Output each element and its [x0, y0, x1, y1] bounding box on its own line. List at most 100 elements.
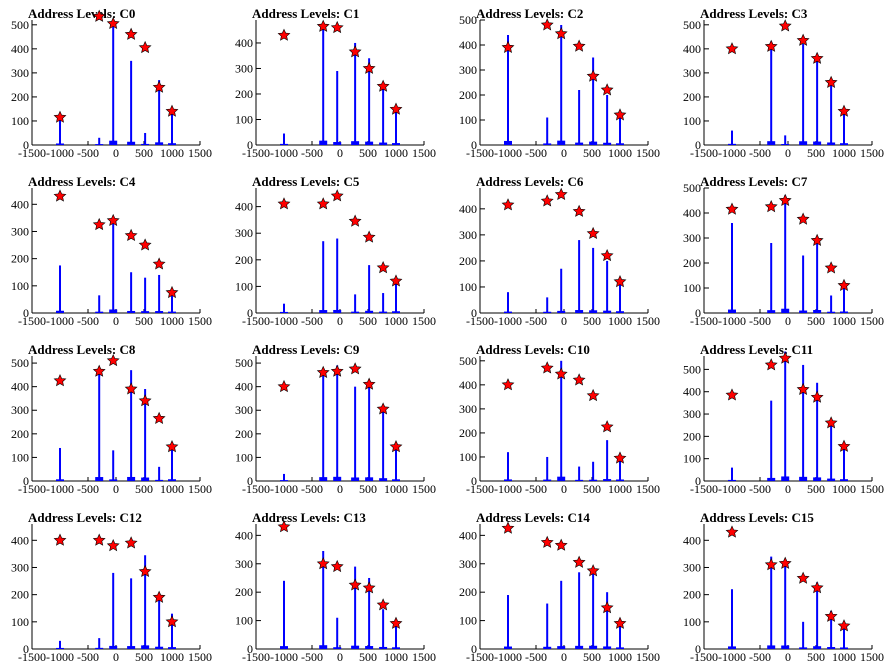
x-tick-label: -1000 [46, 314, 74, 328]
histogram-base [56, 143, 64, 145]
x-tick-label: -1000 [494, 146, 522, 160]
x-tick-label: -500 [301, 650, 323, 664]
histogram-base [557, 310, 566, 313]
x-tick-label: -1500 [690, 314, 718, 328]
y-tick-label: 0 [247, 138, 253, 152]
x-tick-label: 1500 [860, 650, 884, 664]
histogram-base [813, 646, 822, 649]
histogram-base [155, 311, 164, 313]
histogram-base [767, 310, 776, 313]
x-tick-label: -1000 [494, 482, 522, 496]
x-tick-label: -1000 [270, 146, 298, 160]
histogram-base [813, 477, 822, 481]
peak-star-marker [725, 388, 739, 401]
panel-title: Address Levels: C6 [476, 174, 584, 189]
panel-title: Address Levels: C7 [700, 174, 808, 189]
peak-star-marker [53, 189, 67, 202]
x-tick-label: -1000 [494, 314, 522, 328]
histogram-bar [816, 53, 819, 145]
x-tick-label: 500 [807, 314, 825, 328]
histogram-bar [130, 60, 133, 145]
y-tick-label: 0 [695, 642, 701, 656]
peak-star-marker [824, 609, 838, 622]
y-tick-label: 400 [235, 200, 253, 214]
x-tick-label: 1500 [860, 314, 884, 328]
histogram-base [351, 141, 360, 145]
x-tick-label: -500 [525, 482, 547, 496]
y-tick-label: 400 [683, 42, 701, 56]
peak-star-marker [501, 198, 515, 211]
histogram-base [813, 141, 822, 145]
histogram-bar [336, 71, 339, 145]
histogram-base [155, 479, 164, 481]
peak-star-marker [764, 200, 778, 213]
x-tick-label: -500 [525, 146, 547, 160]
histogram-bar [382, 609, 385, 649]
histogram-bar [144, 389, 147, 481]
histogram-bar [354, 294, 357, 313]
peak-star-marker [92, 217, 106, 231]
y-tick-label: 100 [459, 614, 477, 628]
histogram-bar [731, 589, 733, 649]
histogram-base [603, 142, 612, 145]
x-tick-label: 1500 [412, 314, 436, 328]
x-tick-label: 1500 [860, 482, 884, 496]
peak-star-marker [540, 535, 554, 548]
x-tick-label: 500 [135, 650, 153, 664]
y-tick-label: 200 [683, 429, 701, 443]
histogram-base [56, 479, 64, 481]
x-tick-label: 1500 [636, 146, 660, 160]
histogram-base [589, 141, 598, 145]
x-tick-label: 500 [807, 650, 825, 664]
peak-star-marker [501, 40, 515, 53]
x-tick-label: -500 [749, 650, 771, 664]
x-tick-label: 1500 [188, 146, 212, 160]
histogram-bar [606, 95, 609, 145]
histogram-base [589, 645, 598, 649]
histogram-bar [158, 274, 161, 313]
peak-star-marker [554, 187, 568, 200]
peak-star-marker [613, 108, 627, 121]
histogram-base [504, 479, 512, 481]
histogram-bar [592, 569, 595, 649]
histogram-base [141, 311, 150, 313]
x-tick-label: 1000 [160, 482, 184, 496]
panel-title: Address Levels: C2 [476, 6, 583, 21]
x-tick-label: -1000 [718, 650, 746, 664]
x-tick-label: -500 [77, 650, 99, 664]
histogram-base [351, 311, 360, 313]
peak-star-marker [316, 365, 330, 378]
histogram-base [728, 479, 736, 481]
x-tick-label: 500 [359, 482, 377, 496]
histogram-base [95, 144, 104, 146]
y-tick-label: 400 [459, 528, 477, 542]
histogram-base [168, 143, 176, 145]
histogram-base [168, 647, 176, 649]
peak-star-marker [810, 581, 824, 594]
x-tick-label: -500 [749, 146, 771, 160]
y-tick-label: 300 [235, 557, 253, 571]
peak-star-marker [152, 80, 166, 93]
y-tick-label: 500 [11, 18, 29, 32]
y-tick-label: 100 [11, 450, 29, 464]
peak-star-marker [725, 525, 739, 538]
histogram-bar [283, 473, 285, 481]
x-tick-label: -1500 [242, 650, 270, 664]
histogram-bar [130, 370, 133, 481]
peak-star-marker [778, 193, 792, 206]
histogram-base [333, 309, 342, 313]
histogram-base [781, 308, 790, 313]
x-tick-label: 1500 [412, 650, 436, 664]
panel-11: Address Levels: C11 0 100 200 300 400 500 -1500… [683, 342, 884, 496]
histogram-base [392, 647, 400, 649]
y-tick-label: 100 [235, 614, 253, 628]
y-tick-label: 500 [683, 362, 701, 376]
histogram-bar [816, 238, 819, 313]
x-tick-label: 500 [807, 146, 825, 160]
peak-star-marker [796, 33, 810, 46]
panel-7: Address Levels: C70100200300400500-1500-… [683, 174, 884, 328]
y-tick-label: 300 [459, 402, 477, 416]
y-tick-label: 100 [683, 452, 701, 466]
y-tick-label: 200 [235, 87, 253, 101]
histogram-bar [395, 447, 397, 481]
